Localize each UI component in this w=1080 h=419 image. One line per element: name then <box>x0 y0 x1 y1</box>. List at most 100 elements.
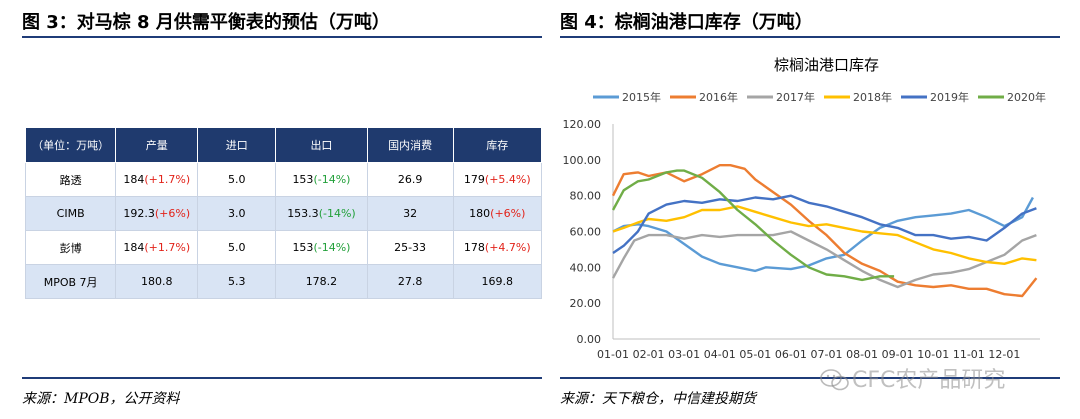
y-tick-label: 120.00 <box>563 118 602 131</box>
x-tick-label: 03-01 <box>668 348 700 361</box>
table-cell: 192.3(+6%) <box>115 196 199 231</box>
right-footer-rule <box>560 377 1060 379</box>
legend-label: 2019年 <box>930 90 969 104</box>
cell-value: 178.2 <box>305 275 338 288</box>
change-value: (+5.4%) <box>484 173 531 186</box>
change-value: (+1.7%) <box>144 241 191 254</box>
table-cell: 5.3 <box>197 264 277 299</box>
x-tick-label: 07-01 <box>811 348 843 361</box>
table-row: 路透 184(+1.7%) 5.0 153(-14%) 26.9 179(+5.4%) <box>24 162 543 197</box>
table-header-cell: 出口 <box>275 127 368 163</box>
x-tick-label: 02-01 <box>633 348 665 361</box>
cell-value: 180.8 <box>141 275 173 288</box>
table-row: MPOB 7月 180.8 5.3 178.2 27.8 169.8 <box>24 264 543 299</box>
x-tick-label: 11-01 <box>953 348 985 361</box>
cell-value: 153.3 <box>287 207 319 220</box>
cell-value: 27.8 <box>397 275 423 288</box>
cell-value: 26.9 <box>397 173 423 186</box>
y-tick-label: 80.00 <box>570 190 602 203</box>
palm-oil-stock-chart: 棕榈油港口库存 2015年 2016年 2017年 2018年 2019年 2020年 0.0… <box>563 56 1047 361</box>
right-panel-title: 图 4：棕榈油港口库存（万吨） <box>560 12 813 33</box>
cell-value: CIMB <box>56 207 85 220</box>
table-header-cell: （单位：万吨） <box>24 127 117 163</box>
cell-value: 25-33 <box>394 241 427 254</box>
table-header-cell: 库存 <box>452 127 543 163</box>
x-tick-label: 04-01 <box>704 348 736 361</box>
table-row: 彭博 184(+1.7%) 5.0 153(-14%) 25-33 178(+4.7%) <box>24 230 543 265</box>
table-row: CIMB 192.3(+6%) 3.0 153.3(-14%) 32 180(+6%) <box>24 196 543 231</box>
change-value: (-14%) <box>313 241 351 254</box>
watermark-text: CFC农产品研究 <box>852 368 1006 393</box>
table-cell: 180(+6%) <box>452 196 543 231</box>
cell-value: 路透 <box>59 173 82 187</box>
left-title-rule <box>22 36 542 38</box>
series-line-2020年 <box>611 169 895 282</box>
table-header-row: （单位：万吨） 产量 进口 出口 国内消费 库存 <box>24 127 543 163</box>
x-tick-label: 06-01 <box>775 348 807 361</box>
cell-value: 5.3 <box>228 275 246 288</box>
change-value: (-14%) <box>313 173 351 186</box>
table-cell: 5.0 <box>197 162 277 197</box>
series-line-2018年 <box>612 205 1037 266</box>
change-value: (+6%) <box>490 207 526 220</box>
cell-value: 178 <box>463 241 485 254</box>
cell-value: 彭博 <box>59 241 82 255</box>
cell-value: 180 <box>469 207 491 220</box>
cell-value: 5.0 <box>228 173 246 186</box>
chart-title: 棕榈油港口库存 <box>774 56 879 74</box>
table-cell: 路透 <box>24 162 117 197</box>
right-title-rule <box>560 36 1060 38</box>
balance-table: （单位：万吨） 产量 进口 出口 国内消费 库存 路透 184(+1.7%) 5.0 153(-… <box>24 127 543 299</box>
cell-value: MPOB 7月 <box>43 275 98 289</box>
cell-value: 179 <box>463 173 485 186</box>
legend-label: 2018年 <box>853 90 892 104</box>
legend-label: 2020年 <box>1007 90 1046 104</box>
table-header-cell: 国内消费 <box>366 127 454 163</box>
table-cell: 178(+4.7%) <box>452 230 543 265</box>
x-tick-label: 01-01 <box>597 348 629 361</box>
x-tick-label: 08-01 <box>846 348 878 361</box>
series-line-2015年 <box>612 196 1034 273</box>
table-cell: 169.8 <box>452 264 543 299</box>
table-cell: 184(+1.7%) <box>115 162 199 197</box>
cell-value: 184 <box>123 173 145 186</box>
cell-value: 192.3 <box>123 207 155 220</box>
table-cell: 26.9 <box>366 162 454 197</box>
change-value: (+6%) <box>154 207 191 220</box>
table-cell: 27.8 <box>366 264 454 299</box>
cell-value: 184 <box>123 241 145 254</box>
table-cell: 彭博 <box>24 230 117 265</box>
series-line-2017年 <box>611 230 1037 289</box>
table-cell: CIMB <box>24 196 117 231</box>
cell-value: 153 <box>292 173 314 186</box>
y-tick-label: 60.00 <box>570 226 602 239</box>
y-tick-label: 100.00 <box>563 154 602 167</box>
change-value: (+1.7%) <box>144 173 191 186</box>
cell-value: 3.0 <box>228 207 246 220</box>
change-value: (-14%) <box>318 207 356 220</box>
table-cell: 179(+5.4%) <box>452 162 543 197</box>
x-tick-label: 05-01 <box>739 348 771 361</box>
table-cell: 178.2 <box>275 264 368 299</box>
table-cell: 25-33 <box>366 230 454 265</box>
y-tick-label: 0.00 <box>577 333 602 346</box>
x-tick-label: 12-01 <box>988 348 1020 361</box>
series-line-2016年 <box>611 163 1038 298</box>
table-cell: 153.3(-14%) <box>275 196 368 231</box>
table-header-cell: 进口 <box>197 127 277 163</box>
table-cell: 5.0 <box>197 230 277 265</box>
left-footer-rule <box>22 377 542 379</box>
right-source-note: 来源：天下粮仓，中信建投期货 <box>560 391 756 407</box>
left-source-note: 来源：MPOB，公开资料 <box>22 391 180 407</box>
legend-label: 2016年 <box>699 90 738 104</box>
x-tick-label: 10-01 <box>917 348 949 361</box>
table-cell: MPOB 7月 <box>24 264 117 299</box>
table-cell: 3.0 <box>197 196 277 231</box>
y-tick-label: 20.00 <box>570 297 602 310</box>
table-cell: 32 <box>366 196 454 231</box>
legend-label: 2017年 <box>776 90 815 104</box>
table-cell: 184(+1.7%) <box>115 230 199 265</box>
change-value: (+4.7%) <box>484 241 531 254</box>
table-cell: 153(-14%) <box>275 162 368 197</box>
x-tick-label: 09-01 <box>882 348 914 361</box>
